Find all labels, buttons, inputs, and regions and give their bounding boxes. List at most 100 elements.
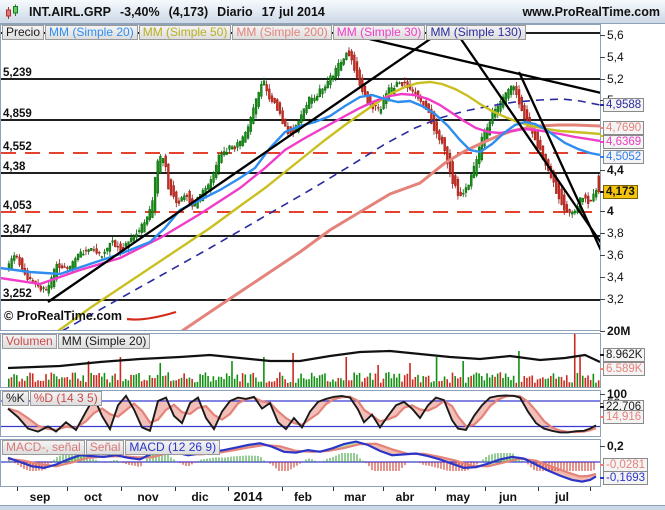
candle-body [520, 97, 523, 111]
month-label: dic [191, 490, 209, 504]
mm20-line [1, 93, 600, 276]
volume-bar [146, 380, 148, 387]
volume-bar [297, 378, 300, 387]
legend-chip[interactable]: Volumen [2, 334, 57, 349]
volume-bar [85, 382, 87, 387]
candle-body [491, 112, 494, 124]
legend-chip[interactable]: MM (Simple 20) [57, 334, 151, 349]
candle-body [246, 126, 250, 139]
candle-body [573, 210, 577, 214]
volume-bar [178, 378, 180, 387]
candle-body [29, 277, 32, 279]
volume-bar [279, 372, 281, 387]
volume-bar [324, 373, 326, 387]
volume-bar [345, 357, 348, 387]
candle-body [268, 88, 271, 100]
candle-body [563, 194, 566, 211]
legend-chip[interactable]: MACD (12 26 9) [125, 440, 221, 455]
volume-bar [318, 375, 321, 387]
candle-body [536, 131, 539, 149]
candle-body [164, 155, 167, 168]
volume-bar [430, 382, 433, 387]
legend-chip[interactable]: MM (Simple 130) [426, 25, 526, 40]
change-percent: -3,40% [119, 4, 160, 19]
month-tick [121, 487, 122, 491]
legend-chip[interactable]: Precio [2, 25, 45, 40]
candle-body [42, 287, 45, 289]
volume-chart-canvas[interactable] [1, 334, 600, 387]
candle-body [366, 91, 369, 104]
legend-chip[interactable]: MACD-, señal [2, 440, 85, 455]
axis-label: 20M [600, 324, 630, 338]
site-link[interactable]: www.ProRealTime.com [522, 4, 660, 19]
candle-body [215, 165, 218, 178]
volume-bar [526, 377, 528, 387]
month-label: mar [343, 490, 367, 504]
volume-bar [483, 380, 486, 387]
month-label: jul [555, 490, 569, 504]
axis-label: 3,8 [600, 226, 624, 240]
volume-bar [369, 372, 371, 387]
candle-body [507, 89, 510, 99]
volume-bar [528, 376, 531, 387]
legend-chip[interactable]: MM (Simple 50) [138, 25, 232, 40]
volume-bar [472, 374, 475, 387]
axis-label: 50 [600, 396, 620, 410]
volume-bar [329, 381, 332, 387]
candle-body [568, 209, 571, 214]
volume-bar [502, 377, 504, 387]
candle-body [124, 243, 128, 247]
candle-body [422, 101, 425, 106]
legend-chip[interactable]: MM (Simple 30) [332, 25, 426, 40]
legend-chip[interactable]: %D (14 3 5) [29, 391, 102, 406]
candle-body [50, 277, 53, 289]
candle-body [334, 68, 337, 79]
candle-body [145, 216, 149, 225]
volume-bar [247, 382, 249, 387]
volume-bar [69, 379, 71, 387]
candle-body [339, 62, 343, 71]
legend-chip[interactable]: MM (Simple 200) [232, 25, 332, 40]
volume-bar [119, 357, 122, 387]
volume-bar [188, 377, 191, 387]
legend-chip[interactable]: MM (Simple 20) [45, 25, 138, 40]
legend-chip[interactable]: Señal [85, 440, 125, 455]
volume-bar [18, 381, 21, 387]
month-tick [67, 487, 68, 491]
month-tick [17, 487, 18, 491]
current-value-box: 8.962K [600, 348, 646, 362]
volume-bar [93, 374, 95, 387]
volume-bar [45, 374, 47, 387]
volume-bar [162, 375, 164, 387]
candle-body [130, 237, 133, 243]
candle-body [462, 193, 465, 195]
candle-body [244, 132, 247, 143]
volume-bar [366, 376, 369, 387]
title-bar: INT.AIRL.GRP -3,40% (4,173) Diario 17 ju… [0, 0, 665, 24]
volume-bar [417, 374, 419, 387]
volume-bar [276, 378, 278, 387]
legend-chip[interactable]: %K [2, 391, 29, 406]
volume-bar [340, 378, 342, 387]
price-chart-canvas[interactable] [1, 25, 600, 330]
candle-body [98, 252, 101, 254]
volume-bar [241, 373, 244, 387]
month-tick [282, 487, 283, 491]
volume-bar [108, 382, 111, 387]
volume-bar [231, 361, 233, 387]
candle-body [323, 86, 327, 91]
candle-body [270, 95, 274, 102]
bottom-strip [0, 505, 665, 510]
candle-body [347, 50, 351, 56]
candle-body [260, 83, 263, 97]
volume-bar [300, 373, 302, 387]
month-tick [590, 487, 591, 491]
current-value-box: 4,173 [600, 185, 638, 199]
axis-label: 5 [600, 93, 614, 107]
volume-bar [217, 376, 220, 387]
candle-body [44, 289, 48, 291]
macd-chart-canvas[interactable] [1, 440, 600, 486]
candlestick-icon [6, 4, 18, 19]
price-panel[interactable] [0, 24, 601, 331]
candle-body [15, 255, 19, 258]
